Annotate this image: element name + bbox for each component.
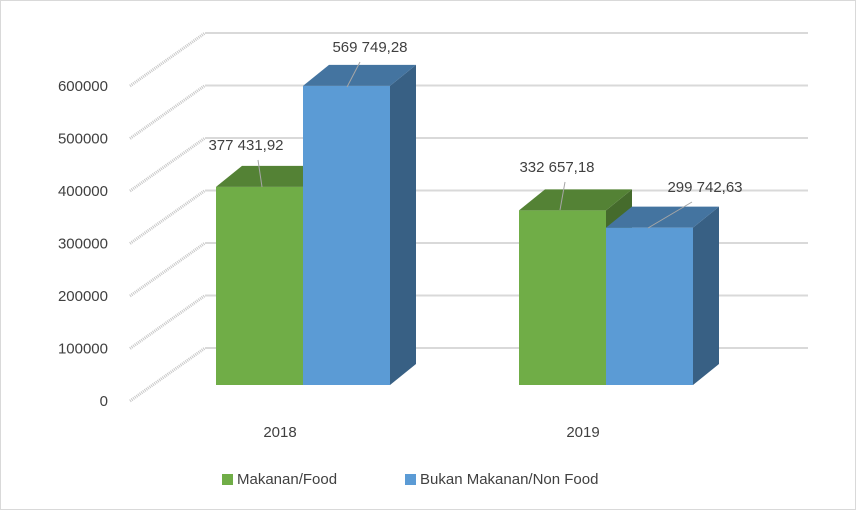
grid-line bbox=[129, 189, 206, 245]
bar bbox=[303, 64, 416, 386]
grid-line bbox=[129, 84, 206, 140]
grid-line bbox=[129, 31, 206, 88]
bar-top bbox=[303, 64, 416, 86]
leader-line bbox=[647, 201, 693, 229]
legend-label: Makanan/Food bbox=[237, 471, 337, 488]
y-tick-label: 300000 bbox=[58, 235, 108, 252]
bar-top bbox=[519, 189, 632, 211]
bar-front bbox=[303, 85, 390, 386]
y-tick-label: 200000 bbox=[58, 288, 108, 305]
x-tick-label: 2018 bbox=[263, 424, 296, 441]
data-label: 332 657,18 bbox=[519, 159, 594, 176]
bar-top bbox=[606, 206, 719, 228]
bar bbox=[606, 206, 719, 385]
y-tick-label: 500000 bbox=[58, 130, 108, 147]
y-tick-label: 100000 bbox=[58, 340, 108, 357]
grid-line bbox=[129, 136, 206, 193]
grid-line bbox=[129, 346, 206, 403]
bar-side bbox=[390, 64, 416, 386]
data-label: 569 749,28 bbox=[332, 39, 407, 56]
grid-line bbox=[129, 241, 206, 298]
grid-line bbox=[129, 294, 206, 350]
leader-line bbox=[346, 61, 361, 88]
leader-line bbox=[257, 159, 263, 188]
data-label: 299 742,63 bbox=[667, 179, 742, 196]
bar-top bbox=[216, 165, 329, 187]
legend-swatch bbox=[405, 474, 416, 485]
legend-label: Bukan Makanan/Non Food bbox=[420, 471, 598, 488]
bar-front bbox=[606, 227, 693, 385]
y-tick-label: 600000 bbox=[58, 78, 108, 95]
bar-front bbox=[519, 210, 606, 385]
leader-line bbox=[559, 181, 566, 211]
y-tick-label: 400000 bbox=[58, 183, 108, 200]
y-tick-label: 0 bbox=[100, 393, 108, 410]
data-label: 377 431,92 bbox=[208, 137, 283, 154]
bar-front bbox=[216, 186, 303, 385]
bar-side bbox=[693, 206, 719, 385]
legend-swatch bbox=[222, 474, 233, 485]
x-tick-label: 2019 bbox=[566, 424, 599, 441]
